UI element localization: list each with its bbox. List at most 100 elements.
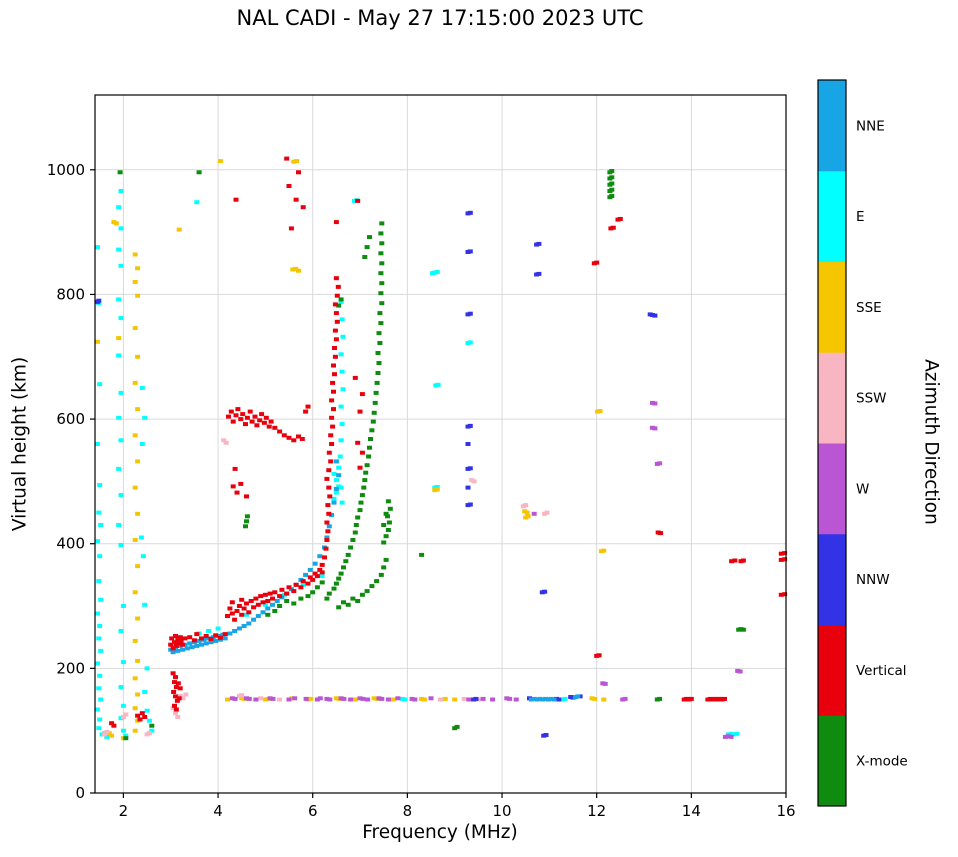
- data-point-vertical: [303, 409, 309, 414]
- data-point-x-mode: [379, 261, 385, 266]
- data-point-vertical: [333, 311, 339, 316]
- data-point-vertical: [299, 437, 305, 441]
- data-point-sse: [135, 266, 141, 271]
- data-point-vertical: [227, 606, 233, 611]
- data-point-e: [333, 490, 339, 495]
- data-point-e: [333, 478, 339, 483]
- data-point-x-mode: [378, 291, 384, 296]
- data-point-x-mode: [350, 596, 356, 601]
- data-point-vertical: [248, 599, 254, 603]
- data-point-w: [292, 696, 298, 701]
- data-point-vertical: [109, 721, 115, 726]
- data-point-w: [324, 696, 330, 701]
- data-point-vertical: [332, 302, 338, 307]
- data-point-sse: [333, 696, 339, 701]
- data-point-ssw: [123, 712, 129, 717]
- data-point-vertical: [272, 590, 278, 595]
- data-point-w: [480, 696, 486, 701]
- data-point-e: [98, 523, 104, 527]
- data-point-vertical: [296, 170, 301, 175]
- data-point-vertical: [323, 546, 329, 551]
- data-point-vertical: [139, 711, 145, 716]
- data-point-e: [206, 629, 212, 633]
- data-point-x-mode: [378, 251, 384, 256]
- data-point-sse: [132, 728, 138, 733]
- data-point-sse: [116, 336, 122, 341]
- data-point-e: [339, 369, 345, 374]
- data-point-e: [340, 387, 346, 392]
- data-point-sse: [262, 697, 268, 702]
- data-point-e: [300, 582, 306, 587]
- data-point-vertical: [230, 419, 236, 424]
- data-point-e: [94, 442, 100, 446]
- data-point-w: [737, 669, 743, 674]
- data-point-vertical: [291, 438, 297, 443]
- data-point-vertical: [658, 531, 664, 536]
- x-tick-label: 4: [213, 802, 223, 820]
- data-point-ssw: [104, 729, 110, 734]
- data-point-vertical: [331, 389, 336, 394]
- data-point-nnw: [467, 423, 473, 428]
- data-point-e: [434, 270, 440, 274]
- data-point-x-mode: [326, 591, 332, 596]
- data-point-vertical: [594, 260, 600, 265]
- data-point-w: [652, 401, 658, 406]
- data-point-vertical: [286, 435, 292, 440]
- data-point-nne: [265, 606, 271, 611]
- data-point-nnw: [467, 311, 473, 316]
- data-point-nnw: [536, 241, 542, 246]
- data-point-sse: [135, 293, 141, 298]
- data-point-ssw: [438, 697, 443, 702]
- data-point-vertical: [310, 577, 316, 582]
- data-point-vertical: [175, 681, 181, 686]
- data-point-vertical: [596, 653, 602, 658]
- data-point-vertical: [177, 635, 183, 640]
- data-point-x-mode: [383, 534, 389, 539]
- data-point-nnw: [543, 733, 549, 737]
- data-point-w: [507, 696, 513, 701]
- data-point-x-mode: [331, 586, 337, 591]
- data-point-e: [331, 496, 337, 501]
- data-point-vertical: [333, 337, 339, 342]
- data-point-x-mode: [355, 599, 361, 603]
- data-point-e: [338, 352, 344, 357]
- data-point-sse: [293, 266, 299, 271]
- data-point-vertical: [173, 694, 178, 699]
- data-point-x-mode: [376, 361, 382, 365]
- data-point-e: [118, 685, 124, 690]
- data-point-w: [303, 696, 309, 701]
- data-point-sse: [371, 696, 377, 701]
- data-point-vertical: [187, 635, 193, 640]
- data-point-vertical: [173, 685, 179, 690]
- data-point-nne: [329, 513, 335, 517]
- data-point-vertical: [137, 717, 143, 722]
- data-point-nne: [543, 696, 549, 701]
- data-point-e: [194, 200, 200, 205]
- data-point-e: [118, 390, 124, 395]
- data-point-x-mode: [117, 170, 123, 175]
- data-point-sse: [442, 696, 448, 701]
- data-point-vertical: [175, 637, 181, 642]
- data-point-x-mode: [381, 523, 387, 527]
- data-point-w: [379, 696, 385, 701]
- data-point-x-mode: [353, 523, 359, 527]
- data-point-x-mode: [345, 602, 351, 607]
- data-point-e: [338, 438, 344, 443]
- colorbar-title: Azimuth Direction: [920, 359, 942, 525]
- x-tick-label: 12: [587, 802, 606, 820]
- colorbar-segment-vertical: [818, 624, 846, 716]
- data-point-nne: [208, 640, 214, 645]
- data-point-w: [341, 696, 347, 701]
- data-point-e: [94, 245, 100, 250]
- data-point-x-mode: [385, 528, 391, 532]
- data-point-sse: [132, 676, 138, 681]
- data-point-nnw: [465, 442, 471, 446]
- data-point-sse: [109, 733, 115, 738]
- data-point-ssw: [180, 696, 186, 701]
- data-point-w: [232, 696, 238, 701]
- data-point-vertical: [688, 696, 694, 701]
- data-point-nne: [534, 697, 540, 702]
- data-point-x-mode: [375, 351, 381, 355]
- data-point-nne: [537, 696, 543, 701]
- data-point-nne: [333, 459, 339, 464]
